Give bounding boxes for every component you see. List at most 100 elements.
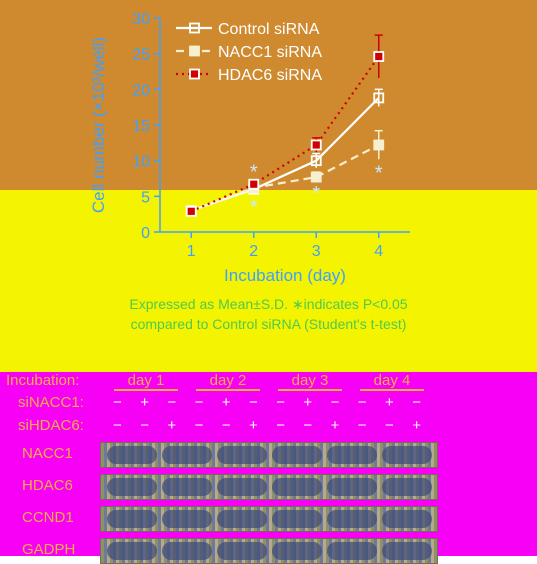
series-0-point [310, 155, 322, 167]
series-2-point [185, 205, 197, 217]
blot-band [327, 478, 377, 496]
series-line-0 [190, 97, 380, 212]
sinacc1-sign: − [194, 394, 204, 411]
blot-band [272, 446, 322, 464]
series-line-1 [190, 143, 380, 212]
incubation-label: Incubation: [6, 372, 80, 389]
blot-band [162, 446, 212, 464]
sihdac6-sign: − [194, 417, 204, 434]
significance-star: * [250, 197, 258, 219]
sihdac6-sign: − [357, 417, 367, 434]
sinacc1-sign: + [221, 394, 231, 411]
legend-label-0: Control siRNA [218, 21, 320, 38]
blot-band [107, 446, 157, 464]
day-label: day 3 [278, 372, 342, 391]
blot-band-strip [100, 538, 438, 564]
sinacc1-sign: + [303, 394, 313, 411]
blot-band [382, 542, 432, 560]
sihdac6-sign: + [167, 417, 177, 434]
top-background-band [0, 0, 537, 190]
significance-star: * [312, 183, 320, 205]
y-tick-label: 20 [132, 82, 150, 99]
blot-row-label: HDAC6 [22, 477, 73, 494]
sihdac6-label: siHDAC6: [18, 417, 84, 434]
blot-row-label: CCND1 [22, 509, 74, 526]
series-1-point [310, 171, 322, 183]
x-tick-label: 4 [374, 243, 383, 260]
legend-marker-0 [189, 22, 200, 34]
blot-band-strip [100, 506, 438, 532]
x-axis-label: Incubation (day) [224, 266, 346, 285]
y-tick-label: 15 [132, 118, 150, 135]
sinacc1-sign: − [249, 394, 258, 411]
series-2-point [310, 139, 322, 151]
day-label: day 1 [114, 372, 178, 391]
blot-band [327, 510, 377, 528]
blot-band [272, 542, 322, 560]
series-0-point [373, 92, 385, 104]
legend-marker-2 [189, 68, 200, 80]
sinacc1-sign: − [357, 394, 367, 411]
blot-band [327, 542, 377, 560]
blot-row-label: NACC1 [22, 445, 73, 462]
sinacc1-label: siNACC1: [18, 394, 84, 411]
cell-growth-chart: 0 5 10 15 20 25 30 1 2 3 4 Incubation (day) Cell num… [89, 11, 410, 285]
sinacc1-sign: − [412, 394, 421, 411]
sihdac6-sign: + [330, 417, 340, 434]
blot-band [162, 510, 212, 528]
legend-marker-1 [189, 45, 200, 57]
blot-row-label: GADPH [22, 541, 76, 558]
series-2-point [373, 51, 385, 62]
sihdac6-sign: − [276, 417, 285, 434]
blot-band [217, 542, 267, 560]
x-tick-label: 2 [249, 243, 258, 260]
sinacc1-sign: + [385, 394, 394, 411]
day-label: day 2 [196, 372, 260, 391]
significance-star: * [375, 162, 383, 184]
western-blot-panel: Incubation: day 1 day 2 day 3 day 4 siNACC1: s… [0, 372, 537, 564]
blot-band [327, 446, 377, 464]
blot-band [107, 510, 157, 528]
sinacc1-sign: − [330, 394, 340, 411]
sihdac6-sign: − [113, 417, 122, 434]
note-line-1: Expressed as Mean±S.D. ∗indicates P<0.05 [0, 295, 537, 313]
y-tick-label: 25 [132, 47, 150, 64]
blot-band-strip [100, 474, 438, 500]
blot-band [217, 446, 267, 464]
series-2-point [248, 178, 260, 190]
blot-band [382, 510, 432, 528]
y-tick-label: 0 [141, 225, 150, 242]
significance-star: * [250, 162, 258, 184]
sihdac6-sign: − [303, 417, 313, 434]
blot-band [107, 478, 157, 496]
blot-band [272, 510, 322, 528]
blot-band [382, 446, 432, 464]
sinacc1-sign: − [113, 394, 122, 411]
blot-band [107, 542, 157, 560]
note-line-2-text: compared to Control siRNA (Student's t-t… [130, 316, 407, 332]
blot-band [217, 510, 267, 528]
blot-band [162, 542, 212, 560]
sihdac6-sign: − [385, 417, 394, 434]
y-tick-label: 5 [141, 189, 150, 206]
x-tick-label: 3 [312, 243, 321, 260]
sihdac6-sign: − [221, 417, 231, 434]
note-line-1-text: Expressed as Mean±S.D. ∗indicates P<0.05 [129, 296, 408, 312]
day-label: day 4 [360, 372, 424, 391]
sihdac6-sign: + [412, 417, 421, 434]
sihdac6-sign: − [140, 417, 149, 434]
legend-label-2: HDAC6 siRNA [218, 67, 322, 84]
sinacc1-sign: + [140, 394, 149, 411]
blot-band [382, 478, 432, 496]
blot-band [217, 478, 267, 496]
x-tick-label: 1 [187, 243, 196, 260]
sihdac6-sign: + [249, 417, 258, 434]
sinacc1-sign: − [276, 394, 285, 411]
y-tick-label: 10 [132, 154, 150, 171]
y-axis-label: Cell number (×10³/well) [89, 37, 108, 213]
middle-background-band [0, 190, 537, 372]
note-line-2: compared to Control siRNA (Student's t-t… [0, 315, 537, 333]
blot-band-strip [100, 442, 438, 468]
blot-band [162, 478, 212, 496]
series-1-point [373, 139, 385, 151]
